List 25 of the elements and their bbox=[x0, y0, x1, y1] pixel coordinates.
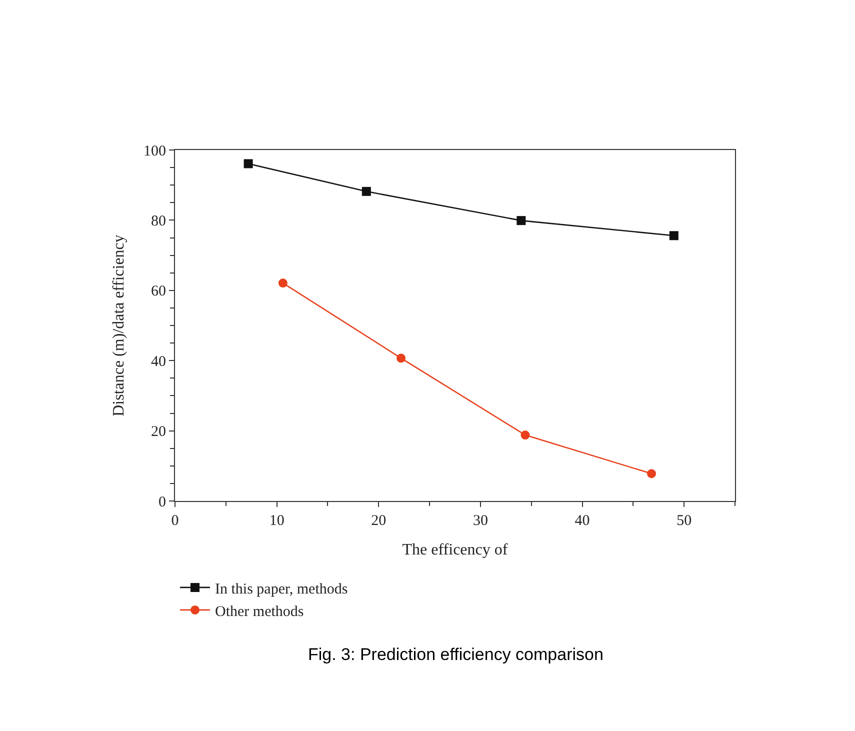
point bbox=[244, 159, 253, 168]
y-tick-label: 100 bbox=[144, 143, 166, 160]
x-axis-title: The efficency of bbox=[402, 542, 508, 559]
x-tick-label: 30 bbox=[472, 513, 488, 529]
x-tick-label: 0 bbox=[171, 513, 179, 529]
caption: Fig. 3: Prediction efficiency comparison bbox=[308, 645, 604, 664]
y-tick-label: 40 bbox=[151, 354, 166, 370]
y-tick-label: 0 bbox=[158, 494, 166, 510]
y-axis-title: Distance (m)/data efficiency bbox=[110, 234, 128, 416]
point bbox=[362, 186, 371, 196]
y-tick-label: 60 bbox=[151, 284, 166, 300]
y-tick-label: 80 bbox=[151, 213, 166, 230]
y-tick-label: 20 bbox=[151, 424, 166, 440]
point bbox=[520, 430, 530, 440]
point bbox=[516, 216, 526, 226]
legend-label: Other methods bbox=[215, 604, 304, 620]
point bbox=[647, 469, 656, 478]
x-tick-label: 50 bbox=[676, 513, 692, 529]
point bbox=[396, 354, 406, 363]
legend-label: In this paper, methods bbox=[215, 581, 348, 598]
x-tick-label: 20 bbox=[371, 513, 386, 529]
point bbox=[669, 231, 678, 240]
point bbox=[278, 278, 288, 288]
x-tick-label: 10 bbox=[269, 513, 284, 529]
x-tick-label: 40 bbox=[574, 513, 590, 529]
